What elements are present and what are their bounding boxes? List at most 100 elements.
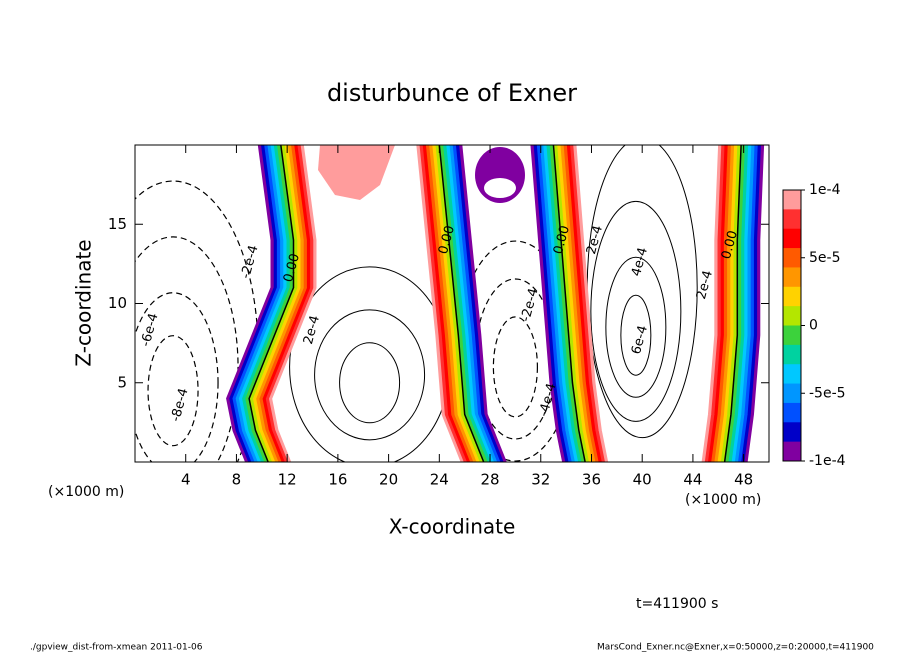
contour-line <box>314 309 426 441</box>
y-tick-label: 5 <box>117 373 127 391</box>
contour-line <box>620 294 652 376</box>
colorbar-tick-label: 5e-5 <box>809 250 840 266</box>
plume-band <box>737 145 758 462</box>
plume-band <box>439 145 488 462</box>
colorbar-swatch <box>783 364 801 385</box>
plume-band <box>711 145 732 462</box>
plume-band <box>265 145 314 462</box>
plume-band <box>724 145 745 462</box>
plume-band <box>258 145 307 462</box>
zero-contour <box>723 145 742 462</box>
plume-band <box>255 145 304 462</box>
plume-band <box>242 145 291 462</box>
plume-band <box>731 145 752 462</box>
plume-band <box>708 145 729 462</box>
zero-contour <box>248 145 295 462</box>
colorbar-swatch <box>783 286 801 307</box>
x-tick-label: 48 <box>734 471 753 489</box>
colorbar-swatch <box>783 228 801 249</box>
contour-line <box>492 316 539 418</box>
plume-band <box>458 145 507 462</box>
x-tick-label: 16 <box>328 471 347 489</box>
plume-band <box>536 145 573 462</box>
time-label: t=411900 s <box>636 596 718 612</box>
colorbar-tick-label: -5e-5 <box>809 385 846 401</box>
x-tick-label: 4 <box>181 471 191 489</box>
plume-band <box>249 145 298 462</box>
colorbar-swatch <box>783 344 801 365</box>
y-tick-label: 10 <box>108 294 127 312</box>
plume-band <box>455 145 504 462</box>
colorbar-swatch <box>783 306 801 326</box>
x-tick-label: 44 <box>683 471 702 489</box>
plume-band <box>540 145 576 462</box>
x-axis-label: X-coordinate <box>389 515 516 539</box>
plume-band <box>546 145 582 462</box>
contour-label: 4e-4 <box>629 246 651 278</box>
chart-title: disturbunce of Exner <box>327 79 577 107</box>
plume-band <box>563 145 599 462</box>
contour-label: 2e-4 <box>584 224 606 256</box>
x-tick-label: 36 <box>582 471 601 489</box>
plume-band <box>245 145 294 462</box>
contour-line <box>289 266 451 462</box>
hole <box>484 178 516 198</box>
x-tick-label: 8 <box>232 471 242 489</box>
footer: ./gpview_dist-from-xmean 2011-01-06 <box>30 643 203 653</box>
plume-band <box>442 145 491 462</box>
x-tick-label: 40 <box>633 471 652 489</box>
colorbar-swatch <box>783 325 801 346</box>
x-tick-label: 32 <box>531 471 550 489</box>
plume-band <box>262 145 311 462</box>
x-tick-label: 24 <box>430 471 449 489</box>
plume-band <box>569 145 605 462</box>
plume-band <box>416 145 465 462</box>
plume-band <box>572 145 609 462</box>
colorbar-swatch <box>783 422 801 443</box>
plume-band <box>232 145 281 462</box>
zero-contour <box>438 145 485 462</box>
contour-line <box>586 145 698 439</box>
contour-label: -2e-4 <box>518 287 541 324</box>
x-tick-label: 20 <box>379 471 398 489</box>
colorbar-swatch <box>783 209 801 230</box>
plume-band <box>720 145 741 462</box>
x-unit: (×1000 m) <box>48 484 124 500</box>
x-tick-label: 28 <box>480 471 499 489</box>
plume-band <box>432 145 481 462</box>
contour-line <box>135 236 239 462</box>
plume-band <box>556 145 593 462</box>
contour-line <box>590 200 682 422</box>
plume-band <box>445 145 494 462</box>
plume-band <box>704 145 725 462</box>
contour-line <box>135 292 219 462</box>
contour-label: 6e-4 <box>629 324 651 356</box>
colorbar-tick-label: 1e-4 <box>809 182 841 198</box>
plume-band <box>449 145 497 462</box>
plume-band <box>268 145 317 462</box>
contour-label: 0.00 <box>551 224 573 256</box>
zero-contour <box>552 145 586 462</box>
colorbar-swatch <box>783 441 801 462</box>
field <box>135 145 765 462</box>
plume-band <box>252 145 301 462</box>
plume-band <box>238 145 287 462</box>
contour-line <box>605 256 667 398</box>
x-unit: (×1000 m) <box>685 492 761 508</box>
plume-band <box>553 145 589 462</box>
plume-band <box>566 145 602 462</box>
plume-band <box>533 145 569 462</box>
colorbar-swatch <box>783 267 801 288</box>
plume-band <box>560 145 596 462</box>
plume-band <box>543 145 579 462</box>
plume-band <box>425 145 474 462</box>
plume-band <box>530 145 566 462</box>
contour-label: 2e-4 <box>301 314 323 346</box>
colorbar-tick-label: 0 <box>809 318 818 334</box>
colorbar-swatch <box>783 383 801 404</box>
plume-band <box>744 145 765 462</box>
plume-band <box>728 145 749 462</box>
plume-band <box>422 145 471 462</box>
plume-band <box>714 145 735 462</box>
